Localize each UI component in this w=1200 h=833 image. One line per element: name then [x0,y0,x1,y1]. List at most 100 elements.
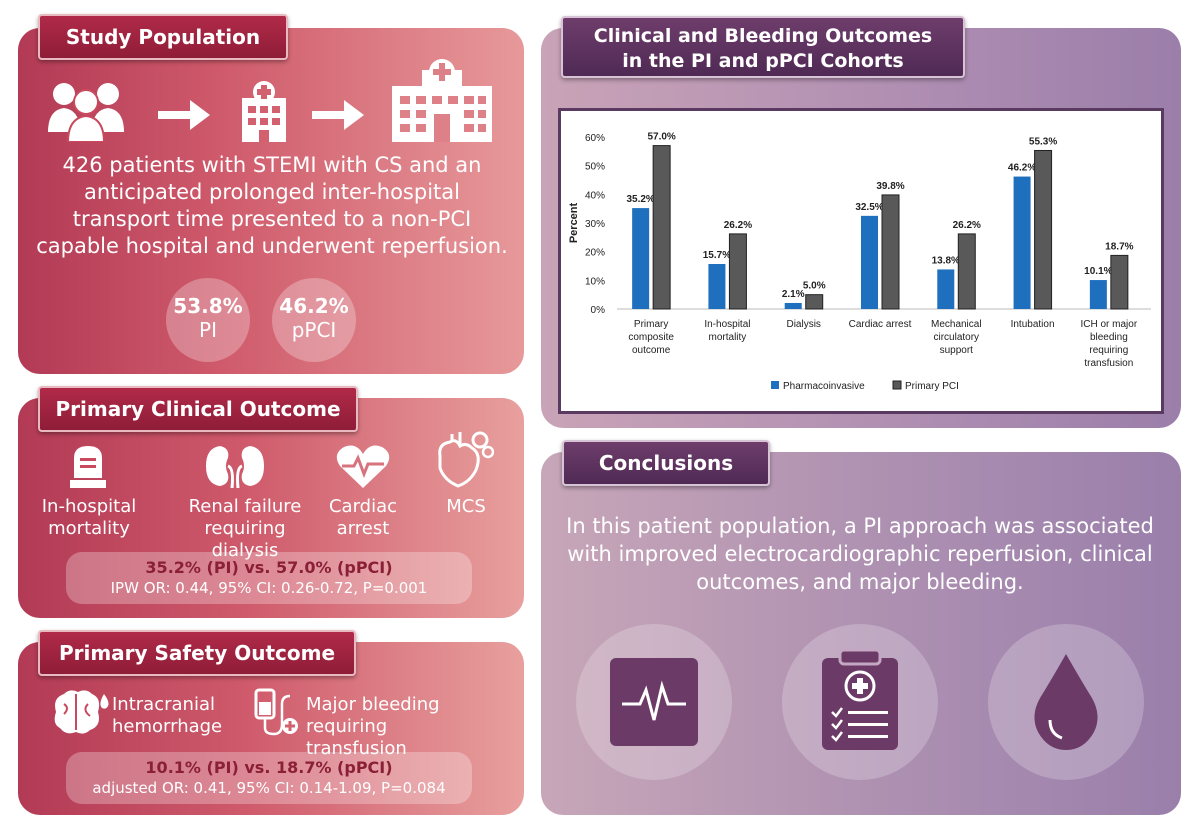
bar-data-label: 55.3% [1029,136,1057,147]
mechanical-heart-icon [438,431,494,488]
heart-ecg-icon [336,445,390,488]
primary-clinical-result-main: 35.2% (PI) vs. 57.0% (pPCI) [145,558,393,577]
bar-data-label: 57.0% [647,132,675,143]
bar-ppci [957,233,976,310]
bar-pi [1089,280,1107,309]
x-tick-label: Mechanical [931,319,982,330]
y-tick-label: 10% [585,276,605,287]
outcome-label-line: Intracranial [112,694,215,715]
bar-data-label: 46.2% [1008,163,1036,174]
bar-pi [1013,176,1031,309]
ecg-monitor-icon [610,658,698,746]
pi-share-value: 53.8% [173,294,243,318]
ppci-share-badge: 46.2% pPCI [272,278,356,362]
bar-ppci [881,194,900,310]
x-tick-label: circulatory [933,332,979,343]
bar-data-label: 5.0% [803,281,826,292]
x-tick-label: outcome [632,345,671,356]
outcome-label-line: Cardiac [328,496,398,517]
x-tick-label: Intubation [1011,319,1055,330]
transfusion-icon [254,688,298,736]
x-tick-label: transfusion [1084,358,1133,369]
medical-clipboard-icon [822,648,898,750]
primary-clinical-result: 35.2% (PI) vs. 57.0% (pPCI) IPW OR: 0.44… [66,552,472,604]
x-tick-label: requiring [1089,345,1128,356]
chart-title-line: in the PI and pPCI Cohorts [622,50,904,72]
bar-data-label: 15.7% [703,250,731,261]
bar-data-label: 32.5% [855,202,883,213]
pi-share-label: PI [199,318,217,342]
legend-swatch [892,380,902,390]
y-tick-label: 60% [585,133,605,144]
primary-safety-outcome-title: Primary Safety Outcome [38,630,356,676]
bar-ppci [652,145,671,310]
bar-pi [784,302,802,309]
x-tick-label: bleeding [1090,332,1128,343]
large-hospital-icon [392,59,492,142]
primary-clinical-result-stats: IPW OR: 0.44, 95% CI: 0.26-0.72, P=0.001 [110,579,428,597]
outcome-label-mortality: In-hospital mortality [30,496,148,540]
primary-clinical-outcome-title: Primary Clinical Outcome [38,386,358,432]
bar-pi [708,263,726,309]
x-tick-label: Dialysis [786,319,820,330]
bar-data-label: 26.2% [953,220,981,231]
bar-ppci [728,233,747,310]
outcome-label-line: Major bleeding [306,694,440,715]
outcome-label-mcs: MCS [430,496,502,518]
clipboard-circle [782,624,938,780]
x-tick-label: Cardiac arrest [849,319,912,330]
y-tick-label: 40% [585,190,605,201]
bar-pi [937,269,955,309]
outcome-label-major-bleeding: Major bleeding requiring transfusion [306,694,492,760]
arrow-right-icon [312,100,364,130]
brain-bleed-icon [54,690,109,734]
outcome-label-dialysis: Renal failure requiring dialysis [172,496,318,562]
primary-safety-result: 10.1% (PI) vs. 18.7% (pPCI) adjusted OR:… [66,752,472,804]
bar-pi [861,215,878,309]
y-tick-label: 20% [585,248,605,259]
x-tick-label: mortality [709,332,747,343]
x-tick-label: ICH or major [1081,319,1138,330]
bar-ppci [1034,149,1053,310]
outcome-label-line: MCS [446,496,486,517]
ppci-share-label: pPCI [291,318,337,342]
primary-safety-result-stats: adjusted OR: 0.41, 95% CI: 0.14-1.09, P=… [92,779,446,797]
bar-data-label: 2.1% [782,289,805,300]
y-tick-label: 30% [585,219,605,230]
bar-data-label: 39.8% [876,181,904,192]
small-hospital-icon [242,81,286,142]
primary-clinical-outcome-panel [18,398,524,618]
primary-safety-result-main: 10.1% (PI) vs. 18.7% (pPCI) [145,758,393,777]
outcome-label-line: requiring transfusion [306,716,407,759]
bar-data-label: 13.8% [932,255,960,266]
arrow-right-icon [158,100,210,130]
bar-ppci [1110,254,1129,310]
outcome-label-line: Renal failure [188,496,302,517]
patients-icon [48,83,124,142]
ecg-monitor-circle [576,624,732,780]
bar-data-label: 35.2% [626,194,654,205]
y-tick-label: 50% [585,162,605,173]
kidneys-icon [206,446,264,488]
outcome-label-line: arrest [336,518,390,539]
outcome-label-ich: Intracranial hemorrhage [112,694,230,738]
study-population-title: Study Population [38,14,288,60]
outcome-label-line: mortality [48,518,130,539]
x-tick-label: Primary [634,319,668,330]
outcome-label-line: In-hospital [41,496,137,517]
chart-title-line: Clinical and Bleeding Outcomes [593,25,933,47]
outcome-label-line: requiring dialysis [204,518,286,561]
tombstone-icon [70,446,106,488]
chart-frame: Percent 0% 10% 20% 30% 40% 50% 60% 35.2% 57.0% Pri… [558,108,1164,414]
bar-data-label: 26.2% [724,220,752,231]
chart-panel-title: Clinical and Bleeding Outcomes in the PI… [561,16,965,78]
legend-swatch [771,381,779,389]
x-tick-label: composite [628,332,674,343]
conclusions-text: In this patient population, a PI approac… [566,514,1154,594]
bar-data-label: 10.1% [1084,266,1112,277]
y-axis-label: Percent [568,202,580,243]
blood-drop-icon [1034,654,1098,750]
legend-label: Primary PCI [905,381,959,392]
conclusions-title: Conclusions [562,440,770,486]
bar-ppci [805,294,824,310]
